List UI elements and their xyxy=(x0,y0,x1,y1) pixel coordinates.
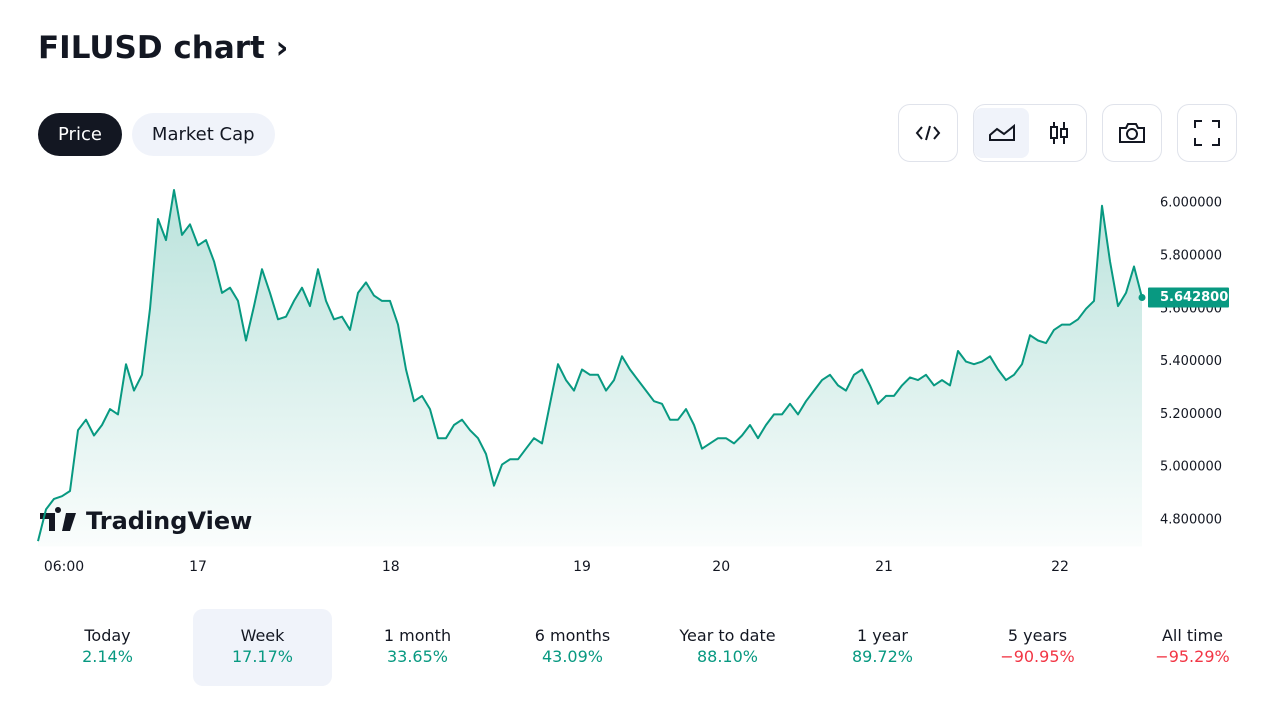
y-tick-label: 5.000000 xyxy=(1160,460,1222,475)
y-tick-label: 4.800000 xyxy=(1160,512,1222,527)
fullscreen-icon xyxy=(1194,120,1220,146)
period-label: 5 years xyxy=(1007,626,1068,645)
period-change: −90.95% xyxy=(1000,647,1075,666)
area-icon xyxy=(988,123,1015,141)
price-line xyxy=(37,189,1143,542)
watermark: TradingView xyxy=(86,507,252,535)
title-text[interactable]: FILUSD chart xyxy=(38,30,265,66)
period-button[interactable]: Week 17.17% xyxy=(193,609,332,686)
period-button[interactable]: 5 years −90.95% xyxy=(968,609,1107,686)
embed-icon xyxy=(915,125,941,141)
x-tick-label: 21 xyxy=(875,559,893,575)
embed-button[interactable] xyxy=(898,104,958,162)
period-button[interactable]: All time −95.29% xyxy=(1123,609,1262,686)
period-label: Week xyxy=(240,626,285,645)
y-tick-label: 6.000000 xyxy=(1160,196,1222,211)
period-change: −95.29% xyxy=(1155,647,1230,666)
last-price-label: 5.642800 xyxy=(1160,290,1228,305)
x-tick-label: 19 xyxy=(573,559,591,575)
tab[interactable]: Price xyxy=(38,113,122,156)
period-change: 43.09% xyxy=(541,647,603,666)
period-change: 33.65% xyxy=(386,647,448,666)
last-price-tag xyxy=(1148,287,1229,308)
period-button[interactable]: Year to date 88.10% xyxy=(658,609,797,686)
chevron[interactable]: › xyxy=(275,30,289,66)
price-chart: TradingView 4.800000 5.000000 5.200000 5.40… xyxy=(37,189,1229,575)
period-bar: Today 2.14% Week 17.17% 1 month 33.65% 6 month… xyxy=(38,609,1278,686)
area-style-button[interactable] xyxy=(974,108,1029,158)
period-button[interactable]: 1 month 33.65% xyxy=(348,609,487,686)
period-label: 1 year xyxy=(857,626,908,645)
chart-style-group xyxy=(973,104,1087,162)
y-tick-label: 5.800000 xyxy=(1160,248,1222,263)
period-change: 88.10% xyxy=(696,647,758,666)
period-change: 2.14% xyxy=(82,647,133,666)
y-tick-label: 5.200000 xyxy=(1160,407,1222,422)
last-point xyxy=(1138,293,1146,301)
period-button[interactable]: 1 year 89.72% xyxy=(813,609,952,686)
x-tick-label: 18 xyxy=(382,559,400,575)
page-title[interactable]: FILUSD chart › xyxy=(38,30,288,66)
period-label: 6 months xyxy=(534,626,611,645)
candle-icon xyxy=(1049,122,1068,144)
fullscreen-button[interactable] xyxy=(1177,104,1237,162)
period-label: All time xyxy=(1161,626,1224,645)
snapshot-button[interactable] xyxy=(1102,104,1162,162)
period-label: Today xyxy=(84,626,131,645)
x-tick-label: 17 xyxy=(189,559,207,575)
price-area xyxy=(38,190,1142,547)
y-tick-label: 5.400000 xyxy=(1160,354,1222,369)
tab-bar: Price Market Cap xyxy=(38,113,275,156)
watermark-logo: TradingView xyxy=(40,506,252,535)
period-label: 1 month xyxy=(383,626,452,645)
period-label: Year to date xyxy=(679,626,776,645)
x-tick-label: 22 xyxy=(1051,559,1069,575)
x-tick-label: 20 xyxy=(712,559,730,575)
period-change: 17.17% xyxy=(231,647,293,666)
period-button[interactable]: 6 months 43.09% xyxy=(503,609,642,686)
period-change: 89.72% xyxy=(851,647,913,666)
period-button[interactable]: Today 2.14% xyxy=(38,609,177,686)
camera-icon xyxy=(1119,123,1145,143)
x-tick-label: 06:00 xyxy=(44,559,84,575)
candle-style-button[interactable] xyxy=(1031,108,1086,158)
tab[interactable]: Market Cap xyxy=(131,113,275,156)
